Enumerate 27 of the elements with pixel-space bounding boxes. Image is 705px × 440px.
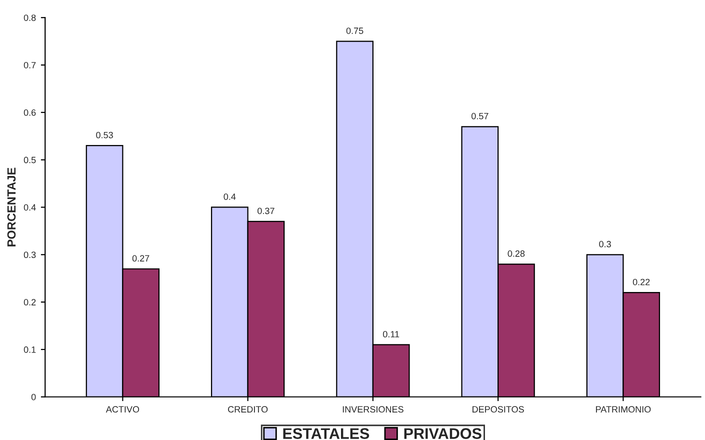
data-label: 0.57 xyxy=(471,112,488,120)
y-tick-label: 0.4 xyxy=(24,204,36,211)
y-tick-label: 0.1 xyxy=(24,346,36,353)
legend-label: PRIVADOS xyxy=(404,428,482,439)
x-tick-label: PATRIMONIO xyxy=(596,406,651,413)
y-tick-label: 0 xyxy=(31,394,36,400)
data-label: 0.4 xyxy=(224,194,236,200)
x-tick-label: ACTIVO xyxy=(106,406,140,413)
data-label: 0.22 xyxy=(632,278,650,286)
data-label: 0.53 xyxy=(96,132,113,138)
y-tick-label: 0.7 xyxy=(24,62,36,68)
y-tick-label: 0.6 xyxy=(24,109,36,116)
data-label: 0.37 xyxy=(258,208,274,214)
x-tick-label: CREDITO xyxy=(228,406,268,413)
y-tick-label: 0.5 xyxy=(24,156,36,164)
y-axis-title: PORCENTAJE xyxy=(7,168,16,246)
y-tick-label: 0.3 xyxy=(24,252,36,258)
x-tick-label: DEPOSITOS xyxy=(472,406,524,413)
data-label: 0.75 xyxy=(346,28,364,34)
data-label: 0.28 xyxy=(508,250,525,257)
legend-label: ESTATALES xyxy=(283,428,370,439)
y-tick-label: 0.8 xyxy=(24,14,36,21)
y-tick-label: 0.2 xyxy=(24,299,36,306)
x-tick-label: INVERSIONES xyxy=(342,406,404,413)
data-label: 0.27 xyxy=(132,255,150,262)
data-label: 0.3 xyxy=(599,240,611,248)
data-label: 0.11 xyxy=(382,330,400,338)
